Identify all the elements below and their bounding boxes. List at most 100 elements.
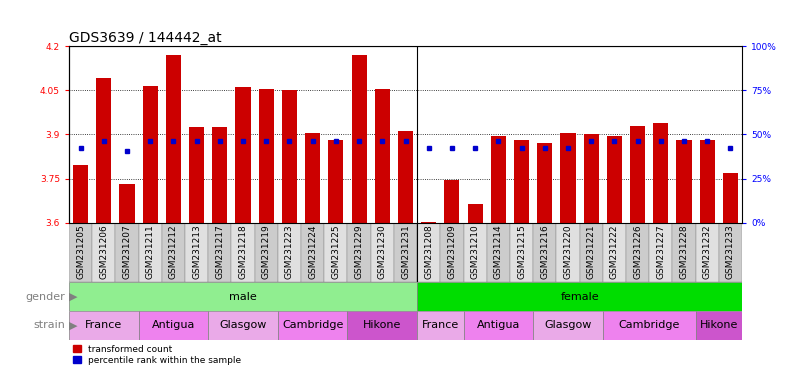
FancyBboxPatch shape [208, 311, 278, 340]
Bar [514, 140, 529, 223]
Bar [700, 140, 714, 223]
Text: ▶: ▶ [69, 291, 77, 302]
Bar [235, 87, 251, 223]
FancyBboxPatch shape [510, 223, 533, 282]
FancyBboxPatch shape [208, 223, 231, 282]
Text: Cambridge: Cambridge [619, 320, 680, 331]
FancyBboxPatch shape [464, 311, 533, 340]
FancyBboxPatch shape [139, 311, 208, 340]
FancyBboxPatch shape [371, 223, 394, 282]
Text: GSM231221: GSM231221 [586, 225, 596, 279]
Bar [584, 134, 599, 223]
FancyBboxPatch shape [185, 223, 208, 282]
Text: GSM231231: GSM231231 [401, 225, 410, 279]
Text: GSM231230: GSM231230 [378, 225, 387, 279]
Bar [351, 55, 367, 223]
Bar [97, 78, 111, 223]
FancyBboxPatch shape [417, 282, 742, 311]
Text: GSM231207: GSM231207 [122, 225, 131, 279]
FancyBboxPatch shape [231, 223, 255, 282]
Text: GSM231220: GSM231220 [564, 225, 573, 279]
Bar [491, 136, 506, 223]
Bar [468, 204, 483, 223]
Text: GSM231227: GSM231227 [656, 225, 665, 279]
FancyBboxPatch shape [301, 223, 324, 282]
Bar [212, 127, 227, 223]
FancyBboxPatch shape [255, 223, 278, 282]
FancyBboxPatch shape [92, 223, 115, 282]
Text: GSM231209: GSM231209 [448, 225, 457, 279]
FancyBboxPatch shape [672, 223, 696, 282]
Text: Antigua: Antigua [477, 320, 520, 331]
FancyBboxPatch shape [69, 223, 92, 282]
Text: strain: strain [33, 320, 65, 331]
Text: GDS3639 / 144442_at: GDS3639 / 144442_at [69, 31, 221, 45]
Text: GSM231225: GSM231225 [332, 225, 341, 279]
FancyBboxPatch shape [394, 223, 417, 282]
FancyBboxPatch shape [580, 223, 603, 282]
Bar [398, 131, 413, 223]
Text: Hikone: Hikone [700, 320, 738, 331]
Text: GSM231210: GSM231210 [470, 225, 479, 279]
Bar [259, 89, 274, 223]
Text: ▶: ▶ [69, 320, 77, 331]
FancyBboxPatch shape [440, 223, 464, 282]
FancyBboxPatch shape [417, 223, 440, 282]
FancyBboxPatch shape [139, 223, 161, 282]
Bar [375, 89, 390, 223]
FancyBboxPatch shape [603, 311, 696, 340]
FancyBboxPatch shape [696, 223, 719, 282]
FancyBboxPatch shape [603, 223, 626, 282]
FancyBboxPatch shape [347, 223, 371, 282]
Text: GSM231219: GSM231219 [262, 225, 271, 279]
Text: Hikone: Hikone [363, 320, 401, 331]
Text: GSM231215: GSM231215 [517, 225, 526, 279]
FancyBboxPatch shape [161, 223, 185, 282]
FancyBboxPatch shape [719, 223, 742, 282]
Text: GSM231217: GSM231217 [215, 225, 225, 279]
FancyBboxPatch shape [278, 311, 347, 340]
Bar [723, 173, 738, 223]
Text: Glasgow: Glasgow [219, 320, 267, 331]
FancyBboxPatch shape [464, 223, 487, 282]
Bar [537, 143, 552, 223]
Bar [189, 127, 204, 223]
Text: France: France [85, 320, 122, 331]
Text: GSM231213: GSM231213 [192, 225, 201, 279]
Text: GSM231218: GSM231218 [238, 225, 247, 279]
Text: GSM231226: GSM231226 [633, 225, 642, 279]
FancyBboxPatch shape [533, 311, 603, 340]
Bar [165, 55, 181, 223]
Bar [282, 90, 297, 223]
Text: Glasgow: Glasgow [544, 320, 592, 331]
Text: GSM231232: GSM231232 [703, 225, 712, 279]
FancyBboxPatch shape [417, 311, 464, 340]
FancyBboxPatch shape [278, 223, 301, 282]
FancyBboxPatch shape [487, 223, 510, 282]
Bar [630, 126, 646, 223]
Text: GSM231233: GSM231233 [726, 225, 735, 279]
Bar [73, 166, 88, 223]
FancyBboxPatch shape [533, 223, 556, 282]
Text: GSM231223: GSM231223 [285, 225, 294, 279]
Text: GSM231208: GSM231208 [424, 225, 433, 279]
Text: GSM231224: GSM231224 [308, 225, 317, 279]
Text: female: female [560, 291, 599, 302]
Text: France: France [422, 320, 459, 331]
Text: GSM231214: GSM231214 [494, 225, 503, 279]
Bar [676, 140, 692, 223]
Bar [654, 122, 668, 223]
Text: GSM231212: GSM231212 [169, 225, 178, 279]
Text: Antigua: Antigua [152, 320, 195, 331]
FancyBboxPatch shape [115, 223, 139, 282]
Bar [119, 184, 135, 223]
Text: GSM231228: GSM231228 [680, 225, 689, 279]
FancyBboxPatch shape [324, 223, 347, 282]
Text: GSM231206: GSM231206 [99, 225, 108, 279]
Bar [143, 86, 157, 223]
FancyBboxPatch shape [69, 311, 139, 340]
FancyBboxPatch shape [696, 311, 742, 340]
Bar [444, 180, 460, 223]
Bar [328, 140, 343, 223]
Text: GSM231211: GSM231211 [146, 225, 155, 279]
